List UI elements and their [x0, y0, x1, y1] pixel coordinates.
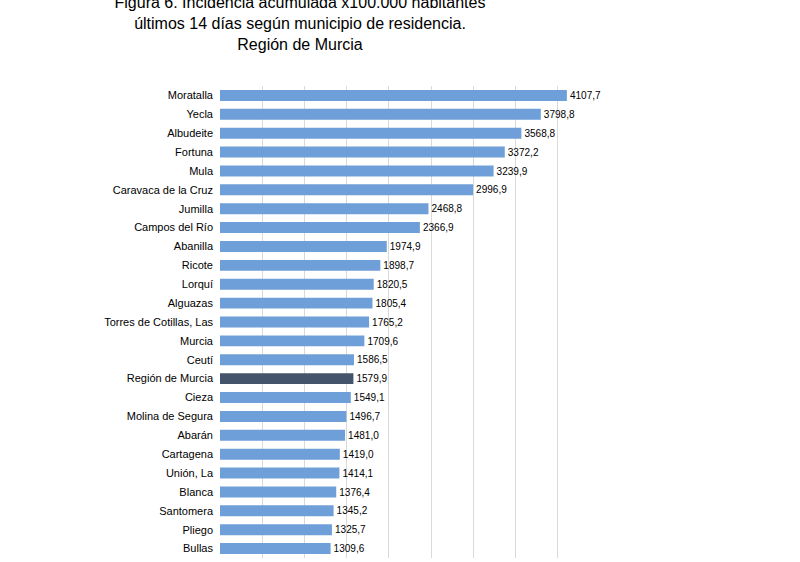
svg-text:1586,5: 1586,5	[357, 354, 388, 365]
svg-text:Campos del Río: Campos del Río	[134, 221, 213, 233]
svg-text:Yecla: Yecla	[186, 108, 213, 120]
svg-text:Abarán: Abarán	[178, 429, 213, 441]
svg-text:1974,9: 1974,9	[390, 241, 421, 252]
svg-text:Cartagena: Cartagena	[162, 448, 214, 460]
svg-text:Cieza: Cieza	[185, 391, 214, 403]
svg-text:Molina de Segura: Molina de Segura	[127, 410, 214, 422]
svg-text:Pliego: Pliego	[182, 524, 213, 536]
svg-text:1345,2: 1345,2	[337, 505, 368, 516]
svg-text:1414,1: 1414,1	[342, 468, 373, 479]
svg-text:2468,8: 2468,8	[432, 203, 463, 214]
svg-text:Alguazas: Alguazas	[168, 297, 214, 309]
svg-text:3568,8: 3568,8	[524, 128, 555, 139]
svg-text:1709,6: 1709,6	[367, 336, 398, 347]
svg-text:Ceutí: Ceutí	[187, 354, 213, 366]
svg-text:Figura 6. Incidencia acumulada: Figura 6. Incidencia acumulada x100.000 …	[115, 0, 486, 53]
svg-text:Moratalla: Moratalla	[168, 89, 214, 101]
svg-text:2366,9: 2366,9	[423, 222, 454, 233]
svg-text:Mula: Mula	[189, 165, 214, 177]
svg-text:Fortuna: Fortuna	[175, 146, 214, 158]
svg-text:4107,7: 4107,7	[570, 90, 601, 101]
svg-text:1805,4: 1805,4	[375, 298, 406, 309]
svg-text:1325,7: 1325,7	[335, 524, 366, 535]
svg-text:Abanilla: Abanilla	[174, 240, 214, 252]
svg-text:Región de Murcia: Región de Murcia	[127, 372, 214, 384]
svg-text:1898,7: 1898,7	[383, 260, 414, 271]
svg-text:1376,4: 1376,4	[339, 487, 370, 498]
svg-text:Bullas: Bullas	[183, 542, 213, 554]
svg-text:Blanca: Blanca	[179, 486, 214, 498]
svg-text:1481,0: 1481,0	[348, 430, 379, 441]
svg-text:Torres de Cotillas, Las: Torres de Cotillas, Las	[104, 316, 213, 328]
svg-text:Unión, La: Unión, La	[166, 467, 214, 479]
svg-text:Caravaca de la Cruz: Caravaca de la Cruz	[113, 184, 213, 196]
svg-text:1765,2: 1765,2	[372, 317, 403, 328]
svg-text:Santomera: Santomera	[159, 505, 214, 517]
svg-text:3372,2: 3372,2	[508, 147, 539, 158]
svg-text:1820,5: 1820,5	[377, 279, 408, 290]
svg-text:1419,0: 1419,0	[343, 449, 374, 460]
svg-text:1579,9: 1579,9	[356, 373, 387, 384]
svg-text:Lorquí: Lorquí	[182, 278, 213, 290]
svg-text:2996,9: 2996,9	[476, 184, 507, 195]
svg-text:Albudeite: Albudeite	[167, 127, 213, 139]
svg-text:3798,8: 3798,8	[544, 109, 575, 120]
svg-text:1309,6: 1309,6	[334, 543, 365, 554]
svg-text:1549,1: 1549,1	[354, 392, 385, 403]
svg-text:Jumilla: Jumilla	[179, 203, 214, 215]
svg-text:Ricote: Ricote	[182, 259, 213, 271]
svg-text:1496,7: 1496,7	[349, 411, 380, 422]
svg-text:Murcia: Murcia	[180, 335, 214, 347]
svg-text:3239,9: 3239,9	[497, 166, 528, 177]
